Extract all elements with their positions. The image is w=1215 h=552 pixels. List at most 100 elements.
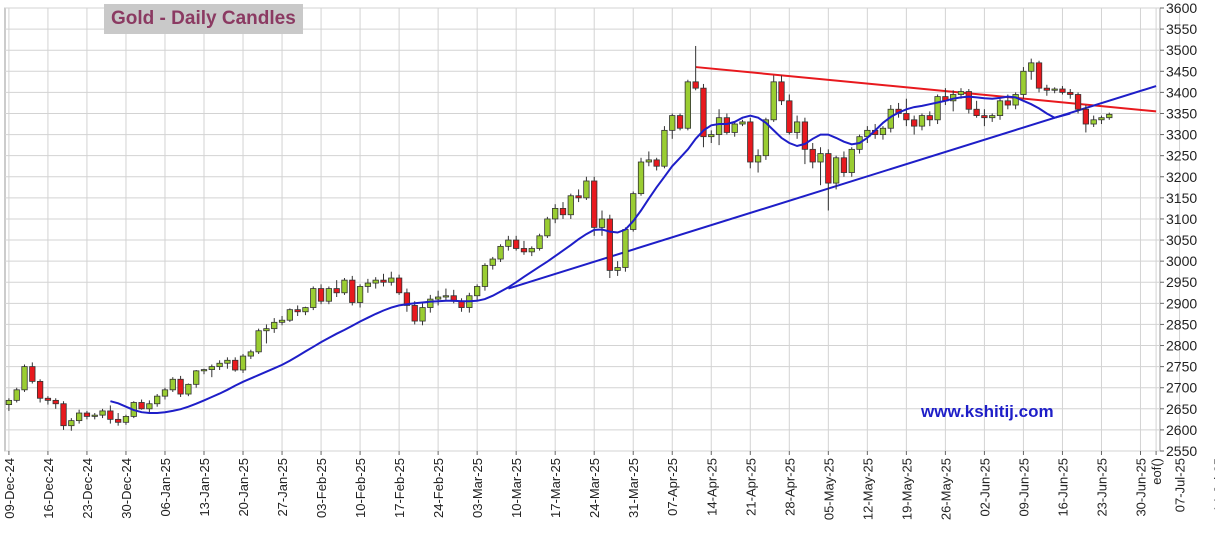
candle: [115, 413, 122, 426]
candle: [684, 79, 691, 131]
candle-body: [13, 389, 20, 401]
candle-body: [208, 366, 215, 370]
candle-body: [996, 100, 1004, 116]
candle-body: [169, 378, 176, 391]
candle: [1090, 115, 1097, 127]
x-tick-label: 30-Dec-24: [119, 458, 134, 519]
candle: [411, 301, 418, 325]
candle-body: [653, 159, 660, 167]
candle-body: [5, 399, 13, 405]
candle: [817, 147, 824, 186]
candle: [427, 294, 434, 313]
candle: [989, 113, 996, 122]
candle-body: [833, 157, 840, 184]
x-tick-label: 23-Jun-25: [1094, 458, 1109, 517]
candle-body: [528, 248, 535, 253]
x-tick-label: 27-Jan-25: [275, 458, 290, 517]
candle-body: [731, 123, 738, 133]
candle-body: [708, 134, 715, 138]
candle-body: [99, 410, 106, 416]
candle-body: [380, 279, 387, 283]
candle-body: [965, 91, 972, 110]
trendline: [508, 85, 1157, 290]
x-tick-label: 03-Feb-25: [314, 458, 329, 518]
candle: [1035, 60, 1043, 93]
candle-body: [957, 91, 965, 95]
candle: [302, 306, 309, 316]
candle: [271, 318, 278, 333]
y-tick-label: 3200: [1166, 169, 1197, 185]
candle: [801, 117, 809, 165]
x-tick-label: 05-May-25: [821, 458, 836, 520]
x-axis: 09-Dec-24 16-Dec-24 23-Dec-24 30-Dec-24 06-J…: [2, 451, 1215, 520]
candle-body: [36, 380, 44, 399]
candle: [29, 362, 36, 384]
candle-body: [926, 115, 933, 121]
candle-body: [692, 81, 699, 89]
candle: [286, 308, 293, 322]
candle-body: [809, 148, 816, 163]
candle: [1106, 112, 1113, 120]
candle: [169, 377, 176, 392]
candle-body: [879, 127, 887, 135]
candle-body: [224, 359, 231, 364]
y-tick-label: 3300: [1166, 127, 1197, 143]
candle-body: [739, 121, 746, 125]
candle: [505, 235, 512, 251]
candle-body: [302, 307, 309, 313]
candle-body: [989, 115, 996, 119]
candle: [981, 109, 988, 127]
candle: [44, 396, 52, 405]
candle-body: [442, 295, 450, 298]
candles: [5, 45, 1113, 431]
candle: [380, 273, 387, 287]
candle: [903, 98, 910, 127]
candle-body: [981, 115, 988, 119]
candle: [185, 383, 192, 397]
candle: [341, 278, 348, 295]
candle-body: [825, 153, 832, 184]
candle: [122, 414, 130, 425]
candle: [950, 90, 957, 112]
candle-body: [817, 153, 824, 163]
y-tick-label: 2950: [1166, 274, 1197, 290]
candle: [692, 45, 699, 91]
candle-body: [411, 305, 418, 322]
x-tick-label: 06-Jan-25: [158, 458, 173, 517]
candle: [395, 274, 403, 295]
candle: [5, 398, 13, 411]
candle-body: [278, 319, 286, 323]
candle-body: [76, 412, 83, 422]
candle-body: [271, 321, 278, 330]
candle-body: [68, 420, 75, 427]
candle-body: [317, 288, 325, 302]
moving-average-line: [110, 95, 1071, 414]
candle: [715, 109, 723, 146]
moving-average: [110, 95, 1071, 414]
candle: [466, 292, 473, 313]
x-tick-label: 14-Jul-25: [1212, 458, 1215, 512]
candle: [1012, 92, 1019, 110]
candle: [434, 290, 442, 306]
candle-body: [154, 395, 161, 405]
candle-body: [177, 378, 184, 395]
candle-body: [434, 296, 442, 300]
candle-body: [606, 218, 613, 271]
candle-body: [388, 277, 395, 283]
candle: [91, 413, 98, 420]
candle: [317, 284, 325, 305]
candle-body: [419, 307, 426, 322]
candle-body: [427, 298, 434, 308]
candle-body: [903, 113, 910, 121]
y-tick-label: 2800: [1166, 338, 1197, 354]
candle-body: [216, 362, 223, 368]
candle-body: [1067, 91, 1074, 95]
candle: [497, 244, 504, 262]
candle: [575, 189, 582, 203]
candle: [232, 357, 239, 372]
candle-body: [1059, 88, 1066, 93]
y-tick-label: 3400: [1166, 84, 1197, 100]
candle: [1098, 115, 1105, 125]
